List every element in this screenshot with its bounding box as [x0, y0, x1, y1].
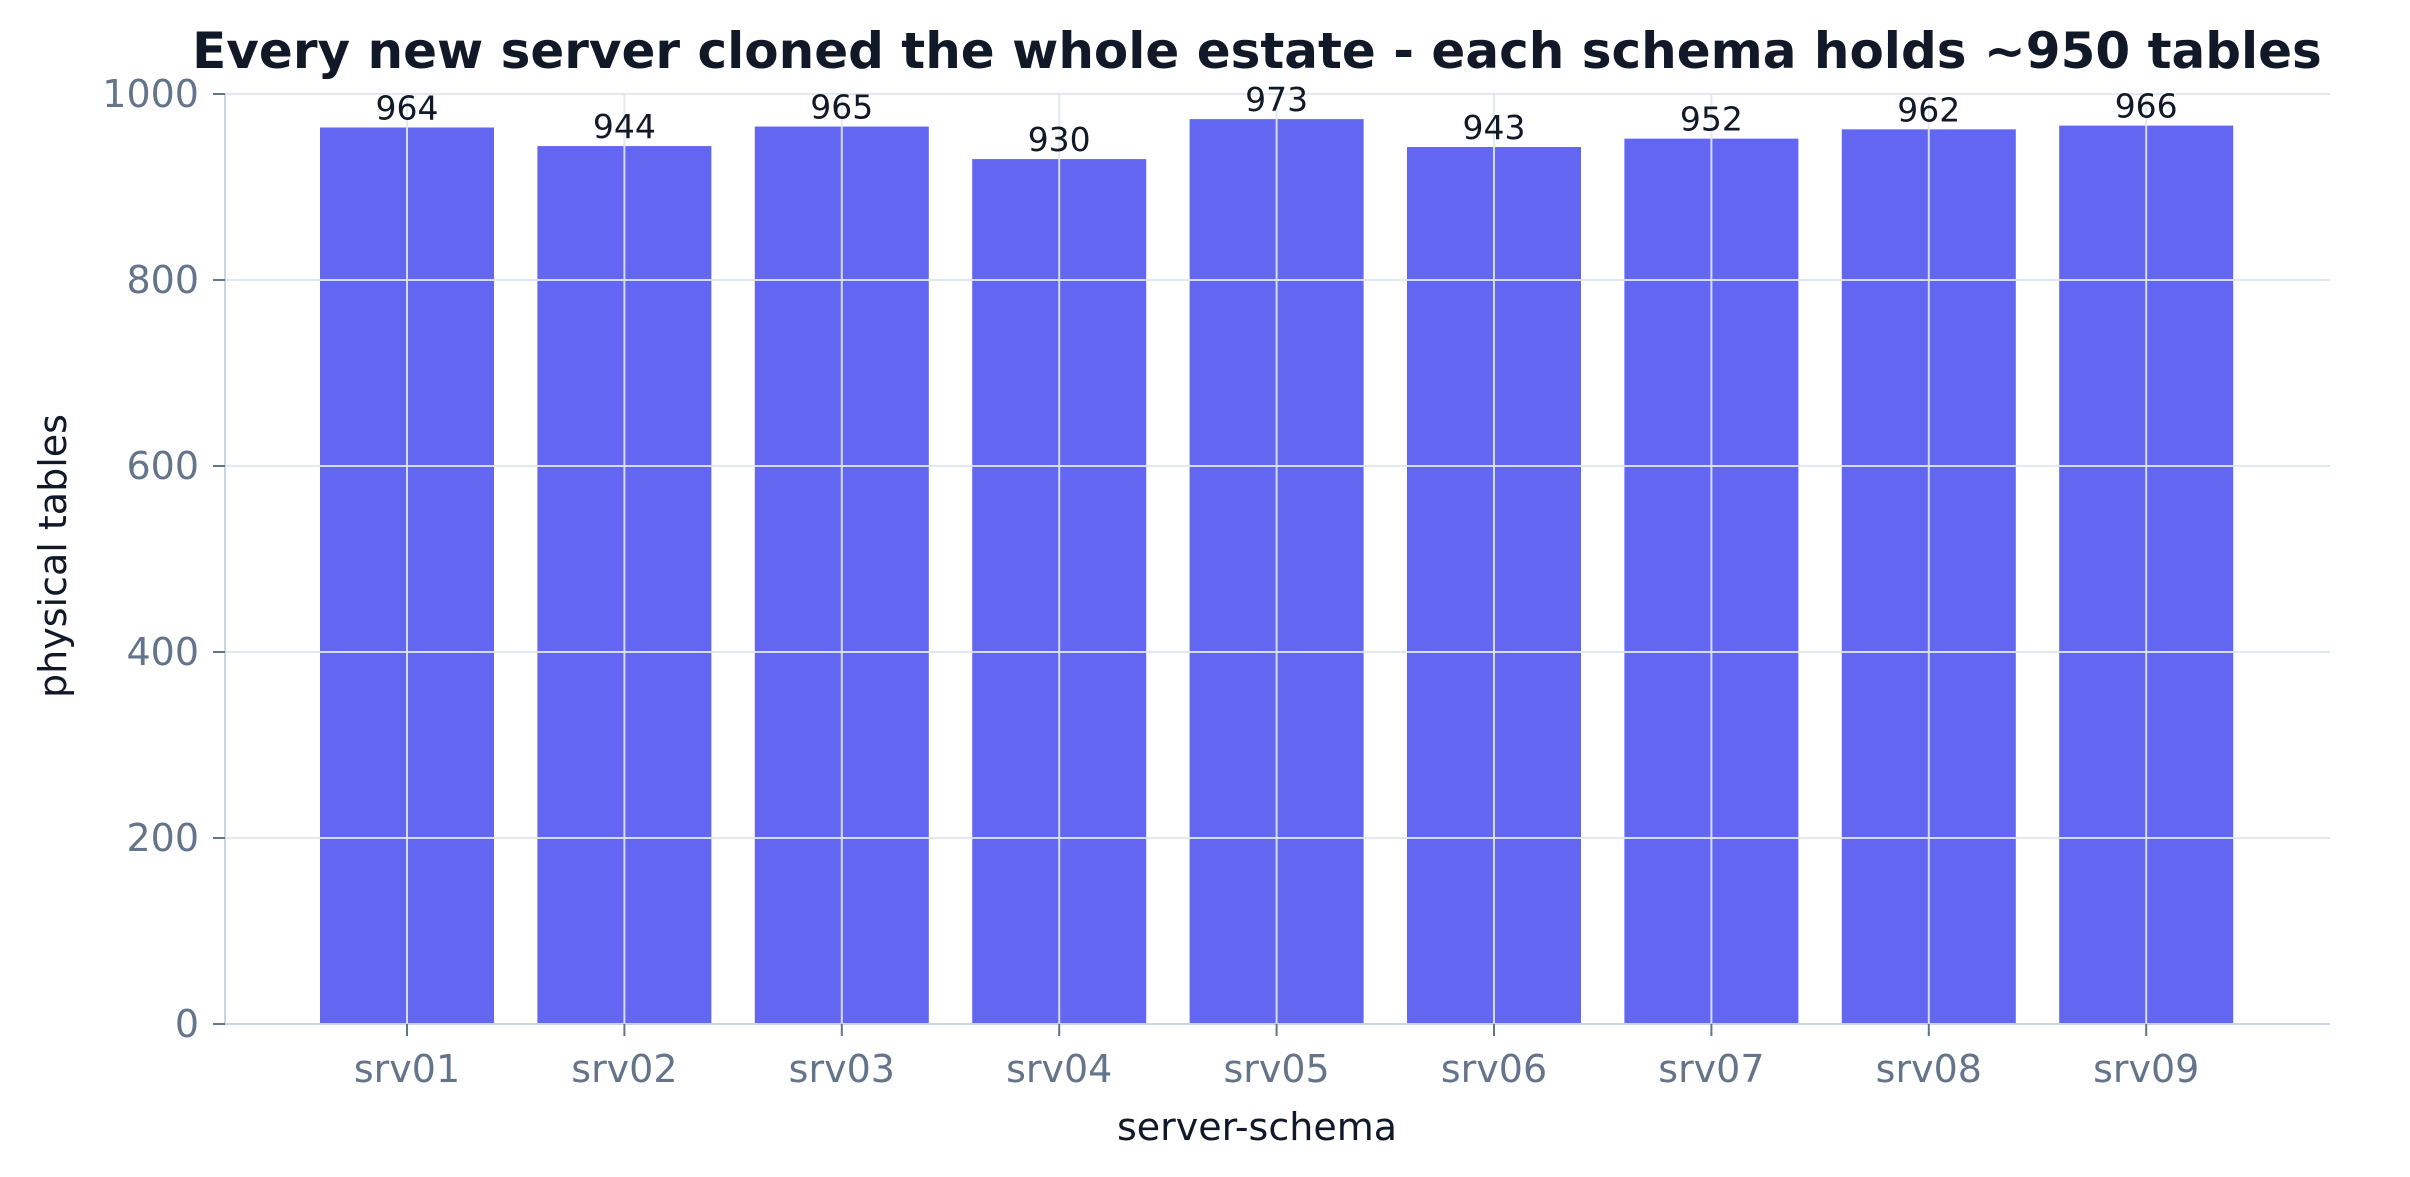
y-tick-label: 800 [126, 258, 199, 302]
labels-layer: 0 200 400 600 800 1000 srv01 srv02 srv03 srv04 srv… [102, 72, 2199, 1091]
x-tick-label-srv01: srv01 [354, 1047, 460, 1091]
data-label-srv03: 965 [810, 88, 873, 127]
x-tick-label-srv04: srv04 [1006, 1047, 1112, 1091]
y-tick-label: 400 [126, 630, 199, 674]
x-tick-label-srv08: srv08 [1876, 1047, 1982, 1091]
x-tick-label-srv03: srv03 [789, 1047, 895, 1091]
y-tick-label: 600 [126, 444, 199, 488]
overlay-grid-layer [225, 93, 2330, 1024]
y-tick-label: 200 [126, 816, 199, 860]
y-axis-label: physical tables [31, 414, 75, 698]
data-label-srv09: 966 [2115, 87, 2178, 126]
x-tick-label-srv06: srv06 [1441, 1047, 1547, 1091]
axes-layer [213, 93, 2330, 1036]
data-label-srv07: 952 [1680, 100, 1743, 139]
data-label-srv08: 962 [1897, 90, 1960, 129]
x-axis-label: server-schema [1117, 1105, 1397, 1149]
y-tick-label: 0 [175, 1002, 199, 1046]
x-tick-label-srv07: srv07 [1658, 1047, 1764, 1091]
data-label-srv04: 930 [1028, 120, 1091, 159]
y-tick-label: 1000 [102, 72, 199, 116]
x-tick-label-srv05: srv05 [1223, 1047, 1329, 1091]
x-tick-label-srv02: srv02 [571, 1047, 677, 1091]
x-tick-label-srv09: srv09 [2093, 1047, 2199, 1091]
chart-title: Every new server cloned the whole estate… [192, 22, 2322, 80]
data-label-srv05: 973 [1245, 80, 1308, 119]
data-label-srv06: 943 [1463, 108, 1526, 147]
data-label-srv02: 944 [593, 107, 656, 146]
data-label-srv01: 964 [376, 88, 439, 127]
